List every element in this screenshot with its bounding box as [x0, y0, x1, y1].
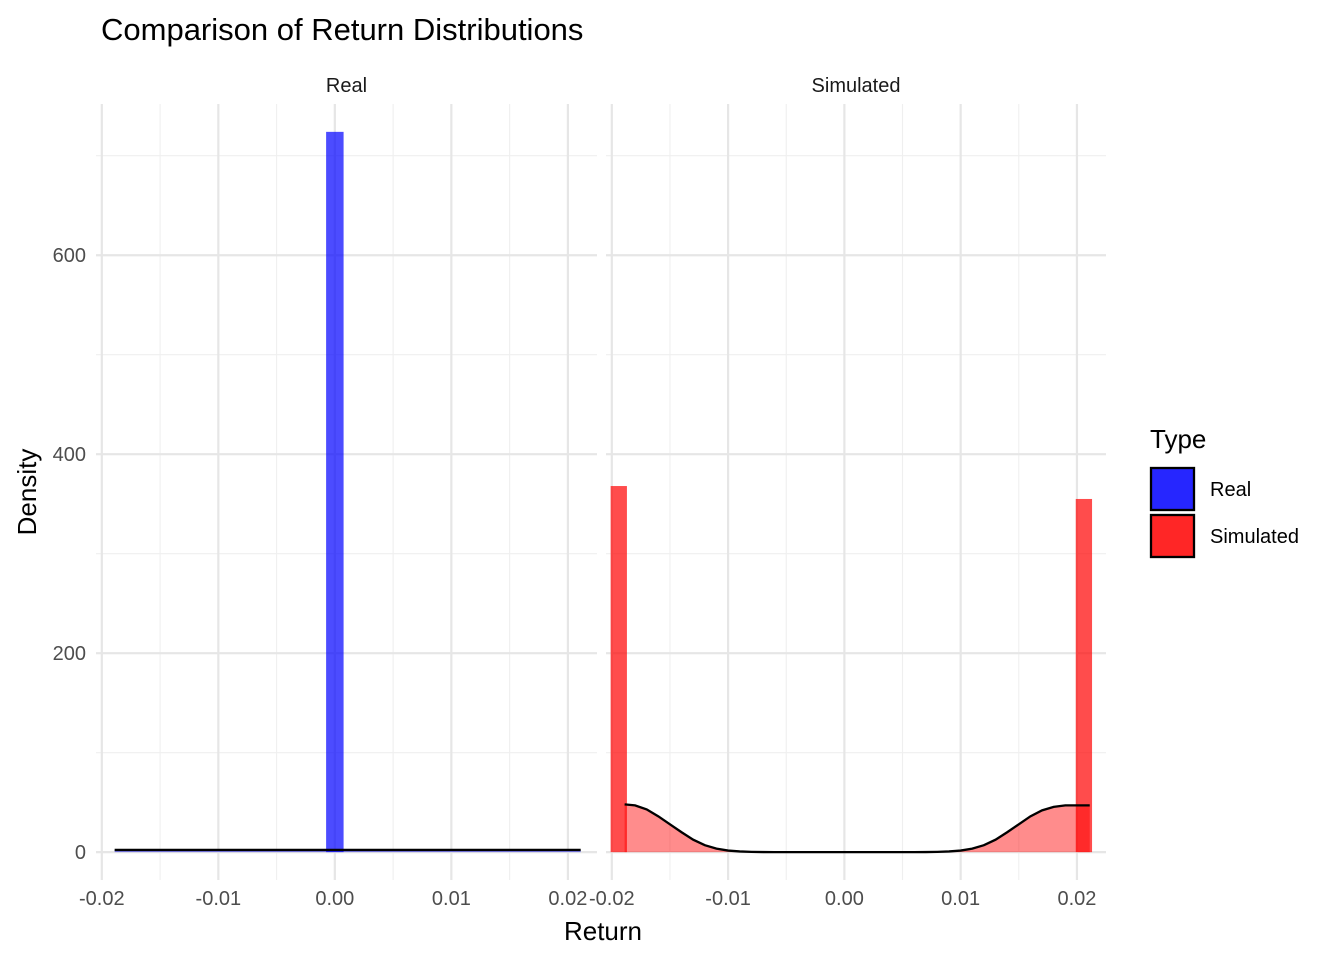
density-area — [624, 804, 1090, 853]
facet-strip-label: Real — [326, 75, 367, 97]
y-tick-label: 200 — [53, 643, 86, 665]
y-tick-label: 0 — [75, 842, 86, 864]
y-axis-title: Density — [12, 449, 42, 536]
x-tick-label: -0.02 — [79, 888, 125, 910]
facet-strip-label: Simulated — [812, 75, 901, 97]
legend: Type Real Simulated — [1149, 424, 1299, 559]
y-tick-label: 400 — [53, 444, 86, 466]
chart-title: Comparison of Return Distributions — [101, 12, 583, 47]
legend-label: Real — [1210, 479, 1251, 501]
x-tick-label: -0.02 — [589, 888, 635, 910]
x-axis-title: Return — [564, 916, 642, 946]
legend-key-real — [1149, 466, 1196, 512]
x-tick-label: 0.02 — [1057, 888, 1096, 910]
histogram-bar — [1075, 498, 1093, 853]
panel-simulated: Simulated -0.02 -0.01 0.00 0.01 0.02 — [589, 75, 1106, 910]
legend-key-simulated — [1149, 513, 1196, 559]
x-tick-label: -0.01 — [196, 888, 242, 910]
x-tick-label: 0.02 — [548, 888, 587, 910]
legend-title: Type — [1150, 424, 1206, 454]
x-tick-label: 0.01 — [941, 888, 980, 910]
x-tick-label: 0.00 — [825, 888, 864, 910]
panels: Real -0.02 -0.01 0.00 0.01 0.02 Simulated -0.02… — [53, 75, 1106, 910]
y-tick-label: 600 — [53, 245, 86, 267]
panel-real: Real -0.02 -0.01 0.00 0.01 0.02 — [79, 75, 597, 910]
x-tick-label: 0.00 — [315, 888, 354, 910]
histogram-bar — [326, 131, 344, 853]
x-tick-label: -0.01 — [705, 888, 751, 910]
x-tick-label: 0.01 — [432, 888, 471, 910]
histogram-bar — [610, 486, 627, 853]
density-curve — [624, 803, 1090, 854]
legend-label: Simulated — [1210, 526, 1299, 548]
